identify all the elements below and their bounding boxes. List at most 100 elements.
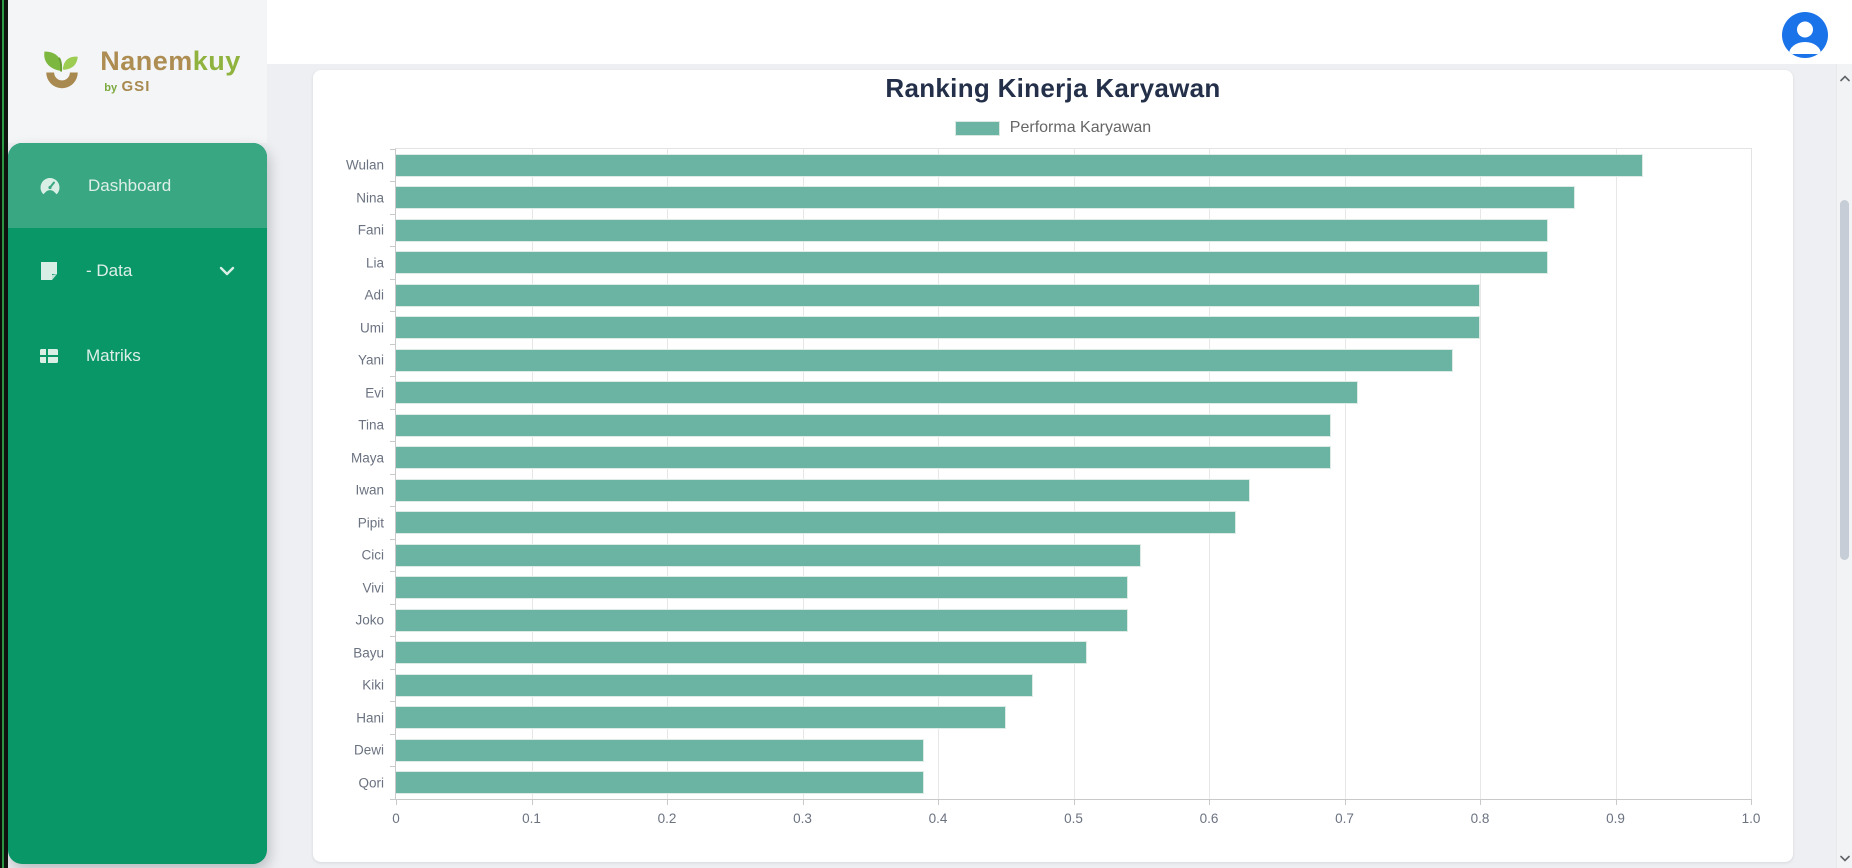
plot-wrap: 0 0.1 0.2 0.3 0.4 0.5 0.6 0.7 0.8 0.9 1.0 Wulan Nina… (346, 148, 1760, 826)
scroll-down-icon[interactable] (1837, 850, 1852, 866)
performance-bar[interactable] (396, 771, 925, 795)
category-label: Joko (355, 612, 384, 628)
sidebar-item-matriks[interactable]: Matriks (8, 313, 267, 398)
chart-card: Ranking Kinerja Karyawan Performa Karyaw… (313, 70, 1793, 862)
x-tick-mark (1344, 799, 1346, 805)
y-tick-mark (390, 278, 396, 280)
performance-bar[interactable] (396, 348, 1453, 372)
top-bar (267, 0, 1836, 64)
x-tick-mark (667, 799, 668, 805)
performance-bar[interactable] (396, 381, 1359, 405)
y-tick-mark (390, 570, 396, 572)
bar-row: Fani (358, 214, 1751, 247)
gridline (938, 149, 939, 799)
category-label: Iwan (355, 482, 384, 498)
category-label: Fani (357, 222, 384, 238)
x-tick-mark (1480, 799, 1481, 805)
y-tick-mark (390, 473, 396, 475)
performance-bar[interactable] (396, 186, 1575, 210)
bar-row: Tina (358, 409, 1751, 442)
bar-row: Lia (366, 247, 1751, 280)
y-tick-mark (390, 376, 396, 377)
y-tick-mark (390, 506, 396, 507)
gridline (802, 149, 804, 799)
performance-bar[interactable] (396, 413, 1331, 437)
performance-bar[interactable] (396, 608, 1128, 632)
gridline (1209, 149, 1210, 799)
x-tick-label: 0.6 (1199, 811, 1219, 826)
bar-row: Iwan (355, 474, 1751, 507)
y-tick-mark (390, 636, 396, 637)
bar-row: Adi (364, 279, 1751, 312)
bar-row: Yani (358, 344, 1751, 377)
category-label: Adi (364, 287, 384, 303)
x-tick-mark (531, 799, 533, 805)
brand-name: Nanemkuy (100, 46, 241, 76)
gridline (1615, 149, 1617, 799)
y-tick-mark (390, 311, 396, 312)
y-tick-mark (390, 766, 396, 767)
y-tick-mark (390, 408, 396, 410)
window-left-edge (0, 0, 8, 868)
bar-row: Dewi (354, 734, 1751, 767)
performance-bar[interactable] (396, 706, 1006, 730)
legend-label: Performa Karyawan (1009, 119, 1152, 136)
bar-row: Cici (362, 539, 1751, 572)
x-tick-mark (1073, 799, 1075, 805)
bar-row: Kiki (362, 669, 1751, 702)
performance-bar[interactable] (396, 641, 1088, 665)
table-icon (38, 345, 60, 367)
category-label: Bayu (353, 645, 384, 661)
user-avatar-button[interactable] (1782, 12, 1828, 58)
brand-byline: by GSI (104, 78, 151, 95)
performance-bar[interactable] (396, 446, 1331, 470)
performance-bar[interactable] (396, 316, 1480, 340)
sidebar: Dashboard - Data Matriks (8, 143, 267, 864)
gridline (667, 149, 668, 799)
chart-legend[interactable]: Performa Karyawan (313, 119, 1793, 137)
sidebar-item-dashboard[interactable]: Dashboard (8, 143, 267, 228)
x-tick-label: 0.5 (1064, 811, 1083, 826)
x-tick-mark (802, 799, 804, 805)
x-tick-mark (1751, 799, 1752, 805)
category-label: Qori (358, 775, 384, 791)
gridline (531, 149, 533, 799)
bar-row: Evi (365, 377, 1751, 410)
scroll-up-icon[interactable] (1837, 70, 1852, 86)
x-tick-label: 0.7 (1335, 811, 1354, 826)
y-tick-mark (390, 343, 396, 345)
performance-bar[interactable] (396, 283, 1480, 307)
y-tick-mark (390, 733, 396, 735)
x-tick-mark (938, 799, 939, 805)
sidebar-item-data[interactable]: - Data (8, 228, 267, 313)
sidebar-item-label: - Data (86, 260, 133, 280)
performance-bar[interactable] (396, 478, 1250, 502)
scrollbar-track[interactable] (1836, 64, 1852, 868)
y-tick-mark (390, 181, 396, 182)
performance-bar[interactable] (396, 543, 1142, 567)
y-tick-mark (390, 441, 396, 442)
performance-bar[interactable] (396, 738, 925, 762)
scrollbar-thumb[interactable] (1840, 200, 1849, 560)
leaf-sprout-icon (34, 41, 90, 102)
category-label: Vivi (362, 580, 384, 596)
category-label: Evi (365, 385, 384, 401)
x-tick-mark (1615, 799, 1617, 805)
y-tick-mark (390, 213, 396, 215)
y-tick-mark (390, 246, 396, 247)
bar-row: Joko (355, 604, 1751, 637)
y-tick-mark (390, 148, 396, 150)
performance-bar[interactable] (396, 576, 1128, 600)
performance-bar[interactable] (396, 511, 1237, 535)
bar-row: Pipit (358, 507, 1751, 540)
performance-bar[interactable] (396, 251, 1548, 275)
x-tick-mark (396, 799, 397, 805)
performance-bar[interactable] (396, 153, 1643, 177)
performance-bar[interactable] (396, 218, 1548, 242)
gridline (1344, 149, 1346, 799)
performance-bar[interactable] (396, 673, 1033, 697)
category-label: Dewi (353, 742, 384, 758)
chart-title: Ranking Kinerja Karyawan (885, 73, 1221, 103)
x-tick-label: 1.0 (1741, 811, 1761, 826)
gridline (1480, 149, 1481, 799)
